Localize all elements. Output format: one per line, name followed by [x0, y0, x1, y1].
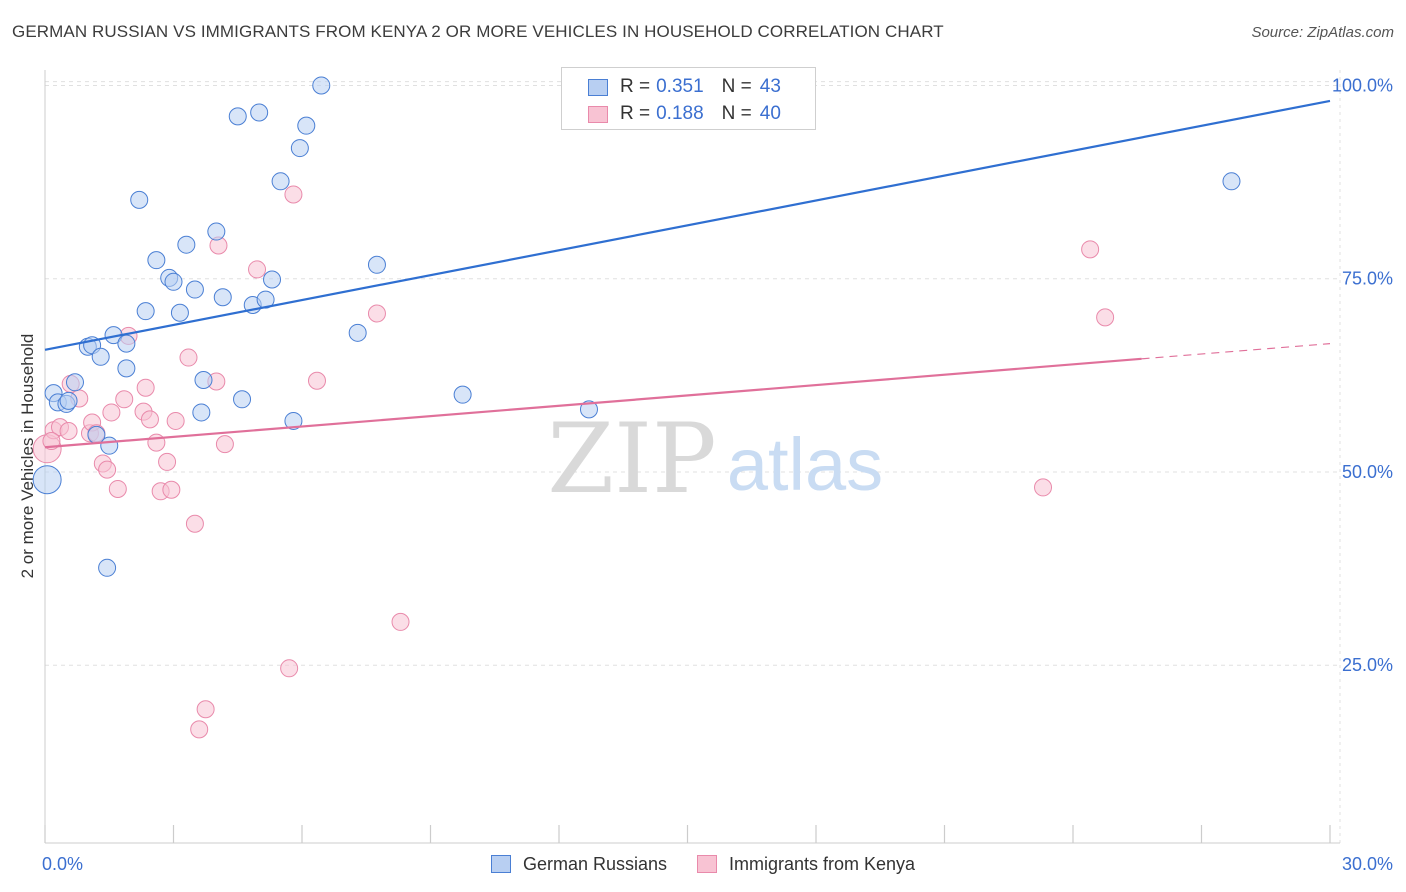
- data-point: [367, 304, 386, 323]
- legend-swatch-blue: [490, 855, 511, 873]
- data-point: [348, 323, 367, 342]
- data-point: [207, 222, 226, 241]
- data-point: [297, 116, 316, 135]
- data-point: [185, 280, 204, 299]
- data-point: [196, 700, 215, 719]
- legend-n-label: N =: [721, 103, 752, 124]
- data-point: [65, 373, 84, 392]
- y-tick-label: 50.0%: [1342, 462, 1393, 482]
- data-point: [190, 720, 209, 739]
- source-label: Source: ZipAtlas.com: [1251, 24, 1394, 41]
- legend-row-immigrants-from-kenya: R = 0.188 N = 40: [588, 102, 781, 126]
- watermark-zip: ZIP: [547, 403, 716, 515]
- legend-label: German Russians: [522, 853, 667, 874]
- data-point: [1222, 172, 1241, 191]
- legend-r-label: R =: [620, 76, 651, 97]
- trend-line: [44, 357, 1142, 449]
- data-point: [271, 172, 290, 191]
- legend-r-value: 0.351: [656, 76, 704, 97]
- gridlines: [45, 70, 1341, 843]
- data-point: [117, 334, 136, 353]
- legend-swatch-pink: [588, 105, 608, 123]
- data-point: [194, 370, 213, 389]
- data-point: [1096, 308, 1115, 327]
- y-tick-label: 100.0%: [1332, 75, 1393, 95]
- legend-swatch-blue: [588, 78, 608, 96]
- chart-title: GERMAN RUSSIAN VS IMMIGRANTS FROM KENYA …: [12, 22, 944, 41]
- data-point: [130, 190, 149, 209]
- series-german-russians: [32, 76, 1241, 577]
- legend-n-label: N =: [721, 76, 752, 97]
- series-immigrants-from-kenya: [32, 185, 1115, 739]
- data-point: [250, 103, 269, 122]
- x-tick-label: 0.0%: [42, 854, 83, 874]
- tick-labels: 25.0% 50.0% 75.0% 100.0% 0.0% 30.0%: [42, 75, 1393, 874]
- data-point: [312, 76, 331, 95]
- data-point: [367, 255, 386, 274]
- data-point: [1081, 240, 1100, 259]
- data-point: [248, 260, 267, 279]
- data-point: [263, 270, 282, 289]
- data-point: [59, 391, 78, 410]
- data-point: [115, 390, 134, 409]
- data-point: [91, 347, 110, 366]
- data-point: [98, 558, 117, 577]
- data-point: [164, 272, 183, 291]
- series-legend: German Russians Immigrants from Kenya: [0, 852, 1406, 876]
- legend-item-german-russians[interactable]: German Russians: [490, 852, 667, 876]
- legend-n-value: 43: [759, 76, 781, 97]
- data-point: [162, 480, 181, 499]
- data-point: [136, 378, 155, 397]
- data-point: [284, 411, 303, 430]
- watermark: ZIP atlas: [547, 403, 883, 515]
- legend-label: Immigrants from Kenya: [729, 853, 916, 874]
- data-point: [185, 514, 204, 533]
- data-point: [170, 303, 189, 322]
- data-point: [1034, 478, 1053, 497]
- data-point: [307, 371, 326, 390]
- data-point: [213, 288, 232, 307]
- data-point: [147, 251, 166, 270]
- legend-n-value: 40: [759, 103, 781, 124]
- data-point: [233, 390, 252, 409]
- trend-line-extension: [1141, 343, 1331, 360]
- legend-row-german-russians: R = 0.351 N = 43: [588, 75, 781, 99]
- data-point: [102, 403, 121, 422]
- data-point: [32, 465, 62, 495]
- data-point: [192, 403, 211, 422]
- legend-r-value: 0.188: [656, 103, 704, 124]
- legend-r-label: R =: [620, 103, 651, 124]
- data-point: [391, 612, 410, 631]
- data-point: [136, 302, 155, 321]
- data-point: [177, 235, 196, 254]
- data-point: [158, 452, 177, 471]
- y-tick-label: 25.0%: [1342, 655, 1393, 675]
- legend-swatch-pink: [697, 855, 717, 873]
- data-point: [228, 107, 247, 126]
- data-point: [98, 460, 117, 479]
- data-point: [579, 400, 598, 419]
- correlation-legend: R = 0.351 N = 43 R = 0.188 N = 40: [561, 67, 816, 130]
- data-point: [100, 436, 119, 455]
- data-point: [147, 433, 166, 452]
- data-point: [108, 479, 127, 498]
- data-point: [290, 139, 309, 158]
- data-point: [140, 410, 159, 429]
- data-point: [284, 185, 303, 204]
- watermark-atlas: atlas: [727, 423, 883, 506]
- y-tick-label: 75.0%: [1342, 269, 1393, 289]
- legend-item-immigrants-from-kenya[interactable]: Immigrants from Kenya: [697, 852, 915, 876]
- x-tick-label: 30.0%: [1342, 854, 1393, 874]
- data-point: [166, 411, 185, 430]
- data-point: [59, 421, 78, 440]
- trend-lines: [44, 99, 1331, 449]
- data-point: [179, 348, 198, 367]
- data-point: [215, 435, 234, 454]
- data-point: [280, 659, 299, 678]
- data-point: [117, 359, 136, 378]
- trend-line: [44, 99, 1331, 351]
- data-point: [453, 385, 472, 404]
